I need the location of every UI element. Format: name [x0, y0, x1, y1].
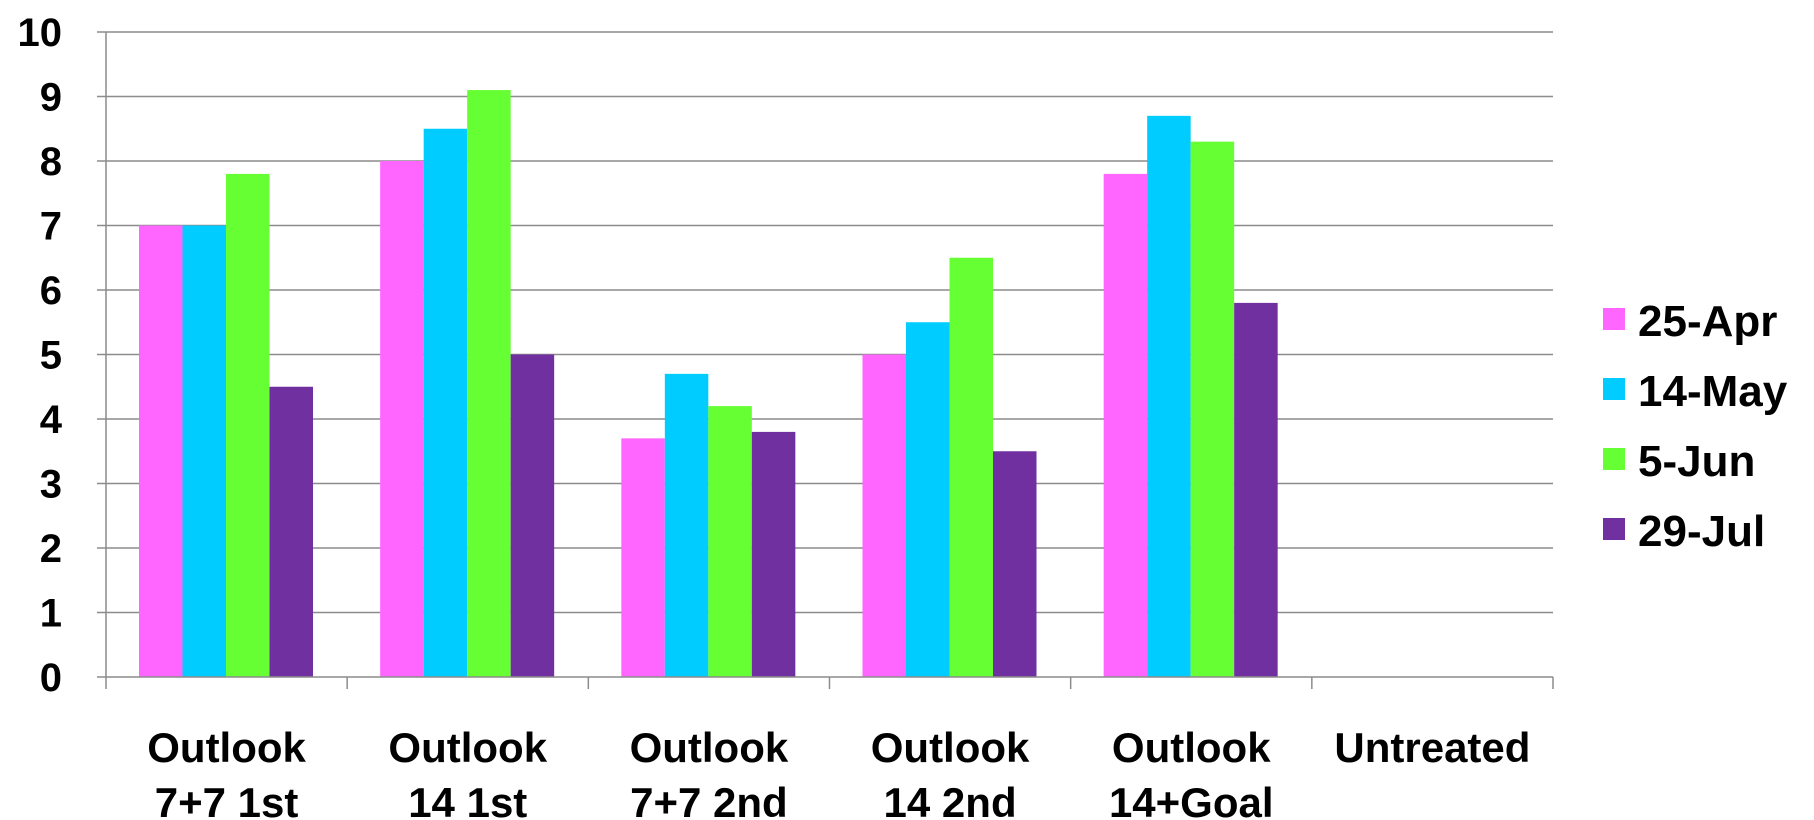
category-label: Outlook — [630, 724, 789, 771]
bar-5-jun-4 — [1190, 141, 1235, 677]
bar-14-may-0 — [182, 225, 226, 677]
bar-25-apr-1 — [380, 161, 424, 677]
y-tick-label: 6 — [40, 269, 62, 313]
bar-29-jul-1 — [510, 354, 555, 677]
legend-swatch-5-jun — [1603, 448, 1625, 470]
bars — [139, 90, 1278, 678]
axes — [97, 31, 1554, 689]
legend-swatch-14-may — [1603, 378, 1625, 400]
y-tick-label: 2 — [40, 527, 62, 571]
bar-29-jul-3 — [993, 451, 1037, 677]
gridlines — [106, 31, 1553, 614]
legend-label-14-may: 14-May — [1638, 367, 1788, 416]
bar-14-may-4 — [1147, 115, 1191, 678]
bar-25-apr-4 — [1103, 173, 1148, 677]
y-tick-label: 3 — [40, 463, 62, 507]
bar-14-may-1 — [423, 128, 468, 677]
legend-label-5-jun: 5-Jun — [1638, 437, 1755, 486]
category-label: 14 1st — [408, 779, 527, 820]
y-tick-label: 9 — [40, 76, 62, 120]
y-tick-label: 5 — [40, 334, 62, 378]
legend-label-29-jul: 29-Jul — [1638, 507, 1765, 556]
category-label: 14+Goal — [1109, 779, 1274, 820]
bar-29-jul-4 — [1234, 302, 1278, 677]
category-label: 7+7 2nd — [630, 779, 788, 820]
bar-29-jul-2 — [751, 431, 796, 677]
y-tick-label: 1 — [40, 592, 62, 636]
category-label: Outlook — [871, 724, 1030, 771]
y-tick-labels: 0 1 2 3 4 5 6 7 8 9 10 — [18, 11, 63, 700]
category-label: 14 2nd — [884, 779, 1017, 820]
bar-14-may-2 — [664, 373, 709, 677]
category-label: Outlook — [1112, 724, 1271, 771]
bar-5-jun-3 — [949, 257, 993, 677]
y-tick-label: 7 — [40, 205, 62, 249]
legend-label-25-apr: 25-Apr — [1638, 297, 1777, 346]
bar-5-jun-2 — [708, 406, 752, 677]
legend-swatch-29-jul — [1603, 518, 1625, 540]
y-tick-label: 10 — [18, 11, 63, 55]
y-tick-label: 0 — [40, 656, 62, 700]
legend: 25-Apr 14-May 5-Jun 29-Jul — [1603, 297, 1788, 556]
bar-5-jun-1 — [467, 90, 511, 678]
bar-25-apr-3 — [862, 354, 906, 677]
bar-5-jun-0 — [226, 173, 270, 677]
category-labels: Outlook 7+7 1st Outlook 14 1st Outlook 7+7 2n… — [147, 724, 1530, 820]
y-tick-label: 4 — [40, 398, 63, 442]
legend-swatch-25-apr — [1603, 308, 1625, 330]
bar-25-apr-2 — [621, 438, 665, 677]
bar-25-apr-0 — [139, 225, 183, 677]
bar-14-may-3 — [906, 322, 950, 677]
y-tick-label: 8 — [40, 140, 62, 184]
category-label: Outlook — [147, 724, 306, 771]
bar-29-jul-0 — [269, 386, 313, 677]
category-label: Outlook — [388, 724, 547, 771]
category-label: 7+7 1st — [155, 779, 299, 820]
category-label: Untreated — [1334, 724, 1530, 771]
